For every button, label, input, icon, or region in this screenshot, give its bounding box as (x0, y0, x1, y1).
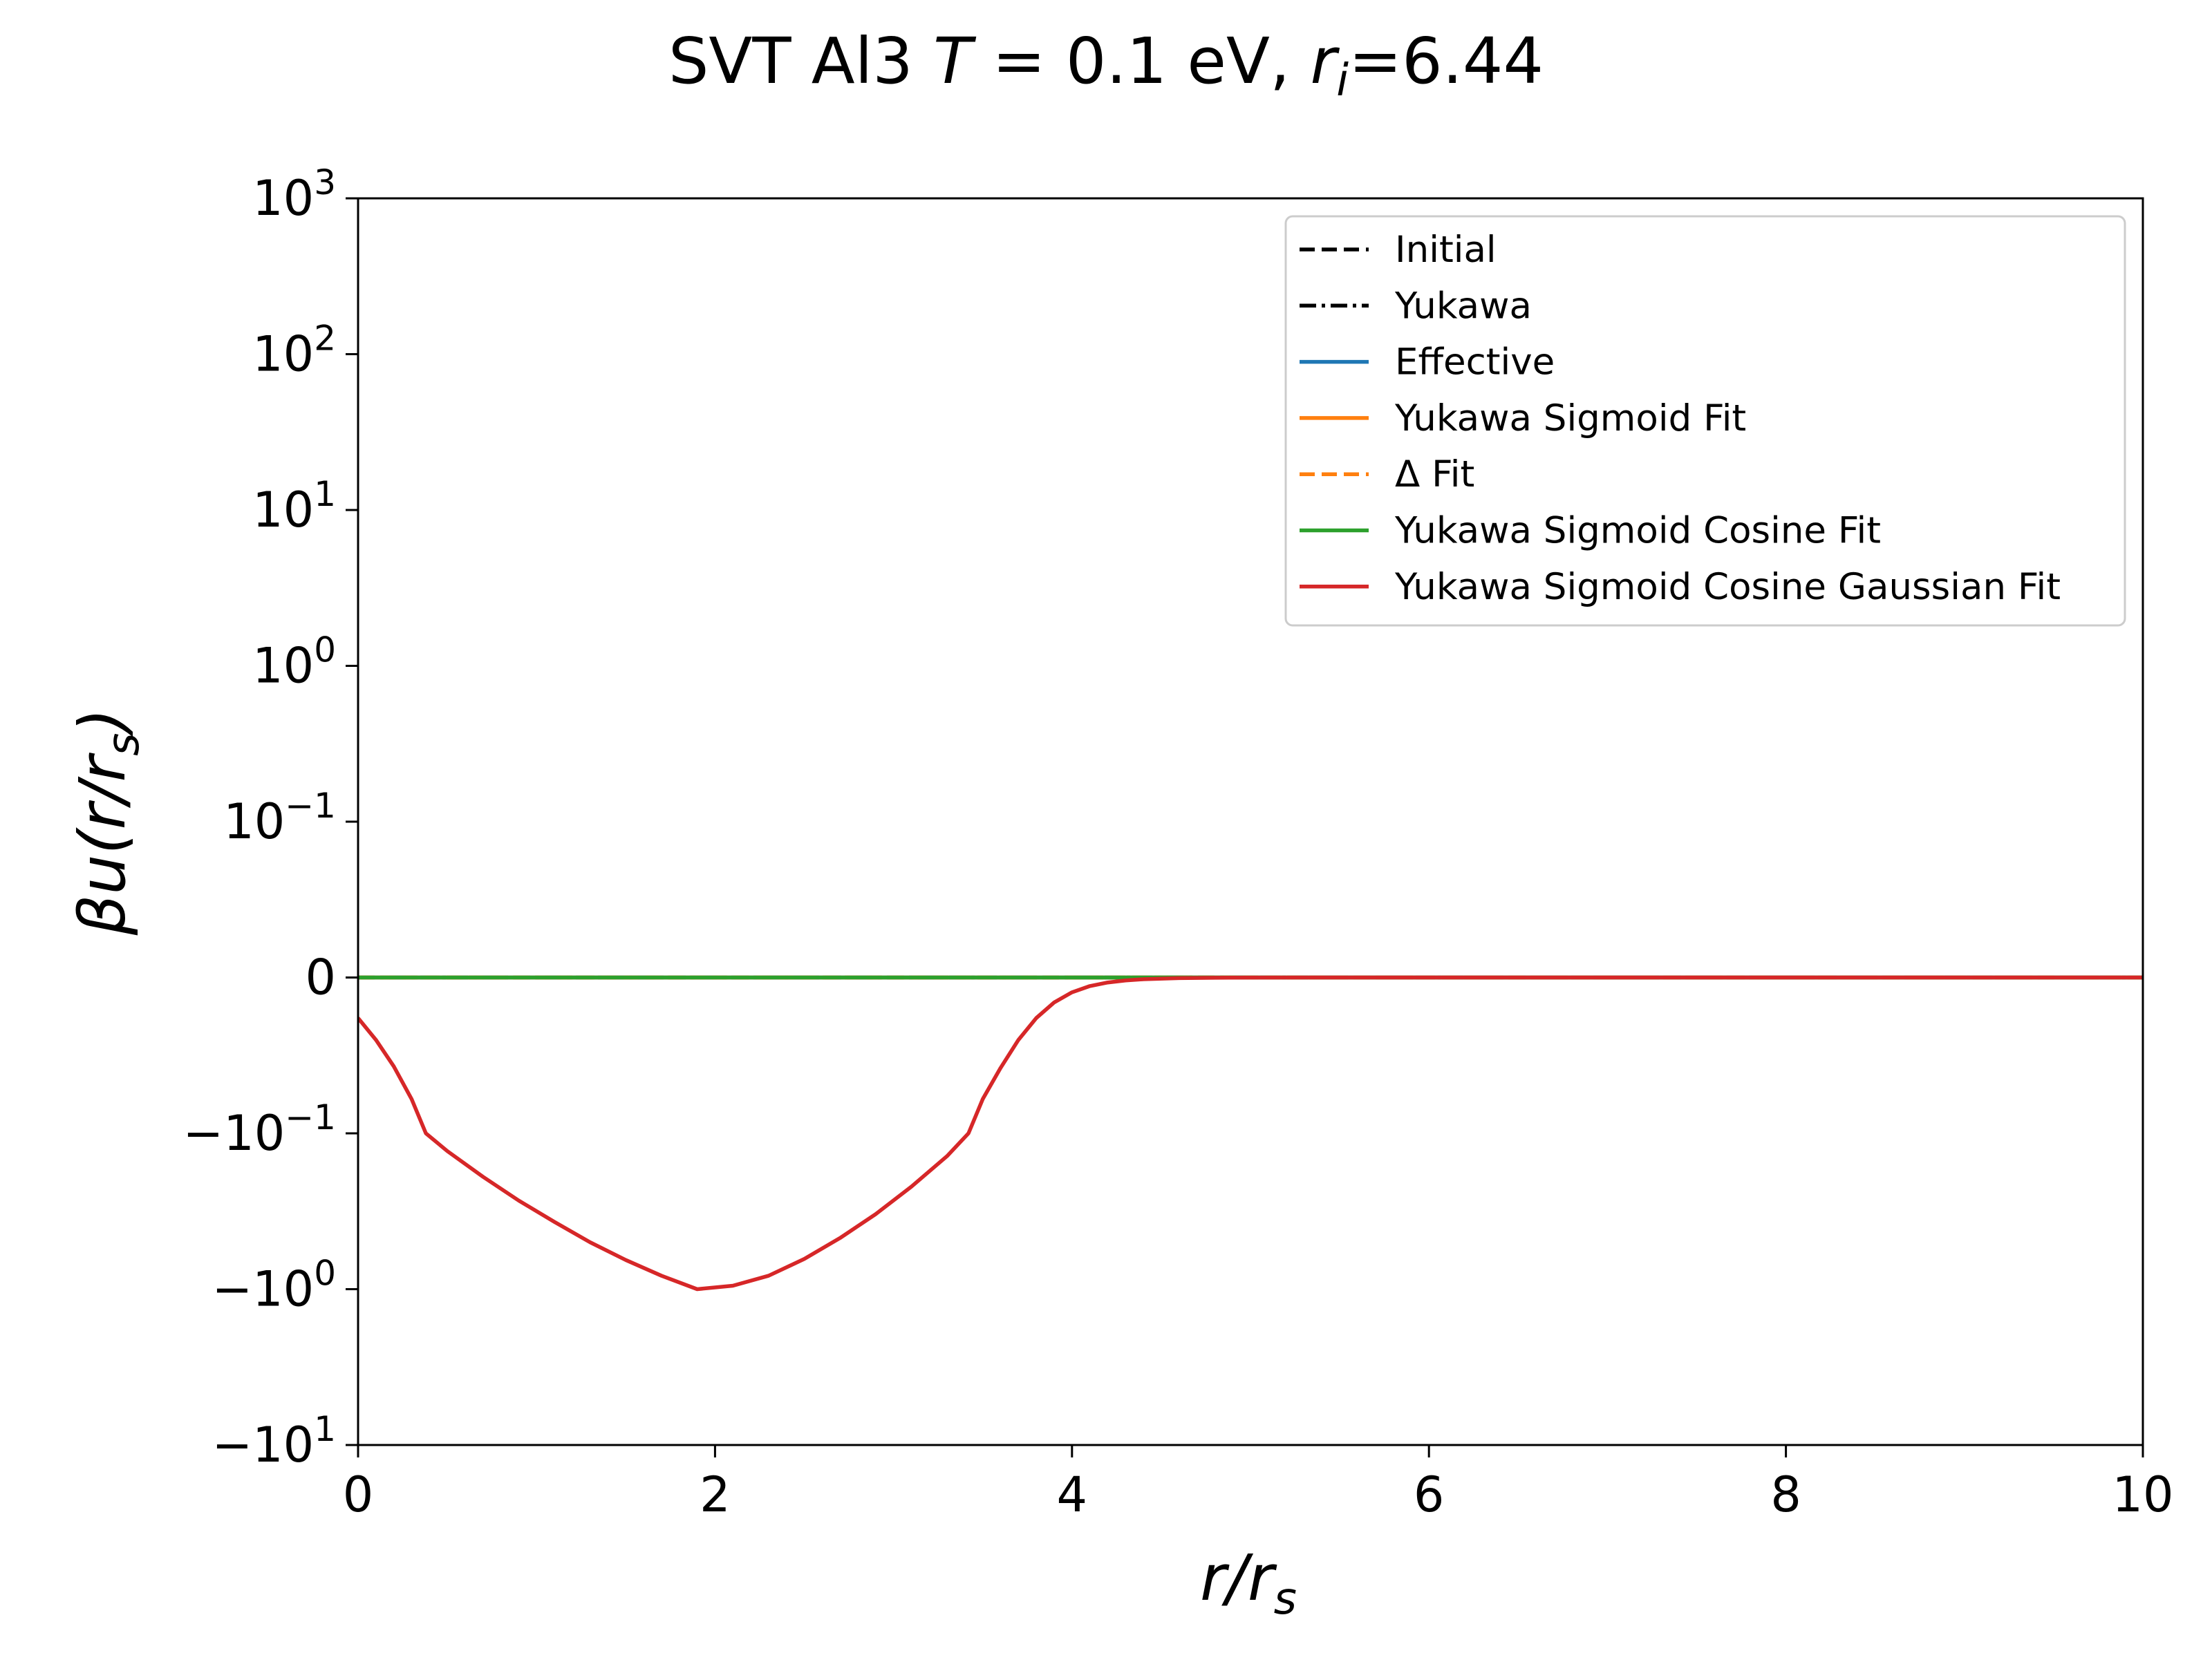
x-tick-label: 8 (1770, 1466, 1801, 1523)
x-tick-label: 4 (1057, 1466, 1088, 1523)
y-tick-label: 10−1 (223, 786, 336, 850)
legend-frame (1284, 215, 2126, 627)
series-layer (358, 975, 2143, 1292)
x-tick-label: 6 (1414, 1466, 1445, 1523)
legend: Initial Yukawa Effective Yukawa Sigmoid Fit… (1284, 215, 2126, 627)
y-axis-label: βu(r/rs) (66, 708, 149, 936)
y-tick-label: 0 (305, 950, 336, 1006)
legend-label: Yukawa (1394, 285, 1532, 327)
y-tick-label: 102 (252, 319, 336, 383)
axes-frame (357, 197, 2144, 1446)
legend-label: Yukawa Sigmoid Cosine Fit (1394, 510, 1881, 552)
plot-area (357, 197, 2144, 1446)
x-axis-ticks: 0 2 4 6 8 10 (343, 1445, 2174, 1523)
legend-label: Δ Fit (1395, 453, 1474, 495)
y-tick-label: −100 (212, 1254, 336, 1318)
y-tick-label: −101 (212, 1409, 336, 1473)
y-tick-label: 100 (252, 630, 336, 695)
legend-label: Yukawa Sigmoid Cosine Gaussian Fit (1394, 566, 2061, 608)
y-tick-label: −10−1 (183, 1097, 336, 1162)
x-tick-label: 10 (2112, 1466, 2173, 1523)
y-tick-label: 101 (252, 474, 336, 538)
y-axis-ticks: 103 102 101 100 10−1 0 −10−1 −100 −101 (183, 162, 358, 1473)
legend-label: Yukawa Sigmoid Fit (1394, 397, 1746, 440)
x-tick-label: 0 (343, 1466, 374, 1523)
legend-label: Effective (1395, 341, 1555, 384)
chart-title: SVT Al3 T = 0.1 eV, ri=6.44 (668, 24, 1544, 106)
series-line-6 (358, 975, 2143, 1292)
legend-label: Initial (1395, 229, 1497, 271)
y-tick-label: 103 (252, 162, 336, 227)
x-tick-label: 2 (700, 1466, 731, 1523)
legend-entries: Initial Yukawa Effective Yukawa Sigmoid Fit… (1300, 229, 2061, 608)
